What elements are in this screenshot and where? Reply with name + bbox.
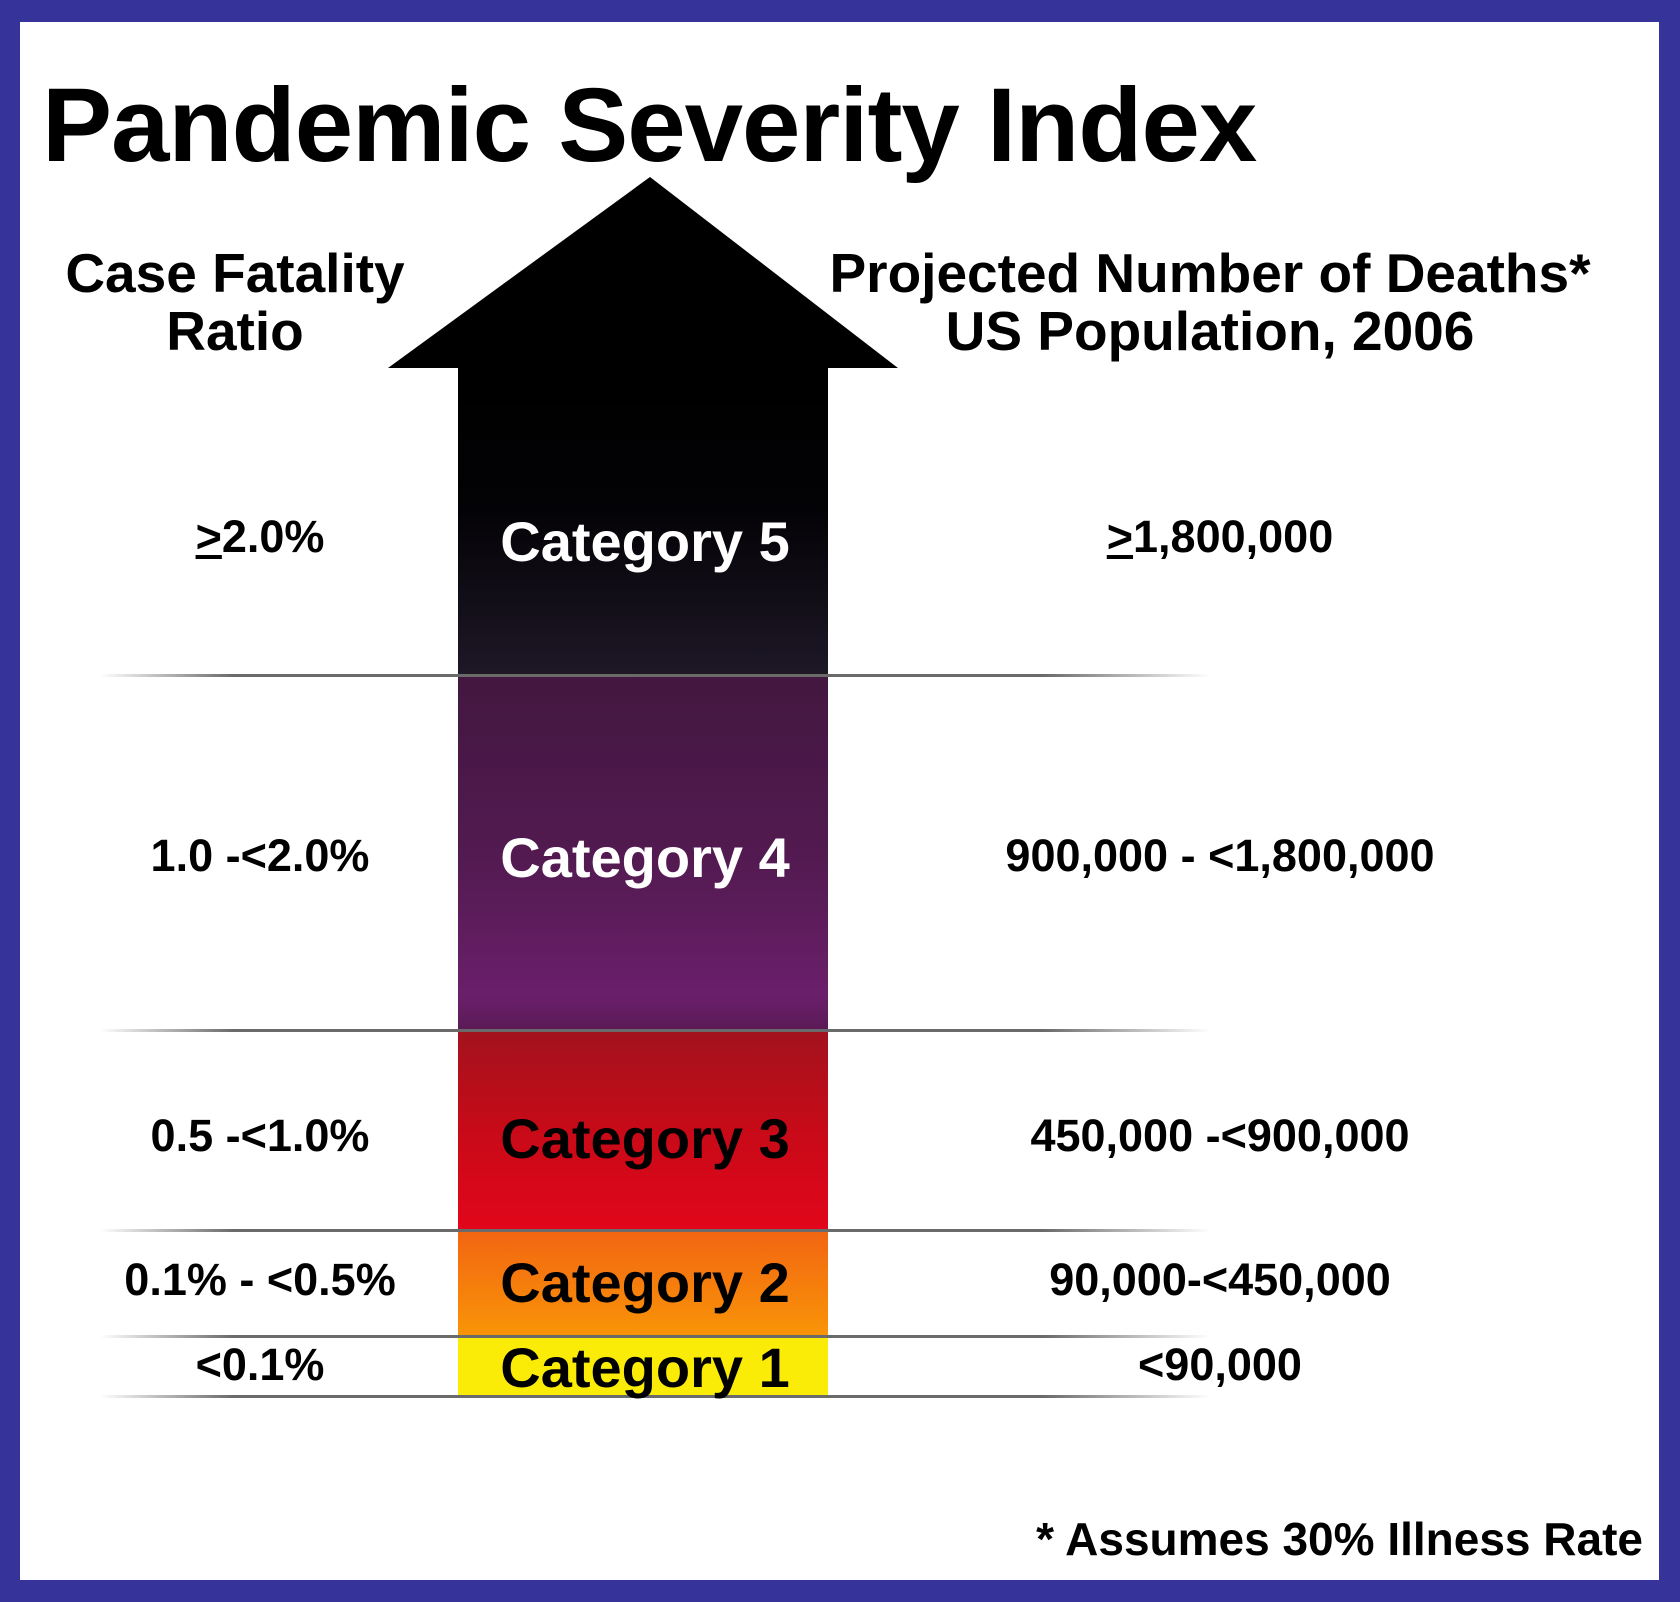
arrow-head	[388, 177, 898, 368]
category-3-segment	[458, 1031, 828, 1231]
deaths-header-line-1: Projected Number of Deaths*	[829, 242, 1591, 304]
divider-3-2	[100, 1229, 1210, 1232]
divider-4-3	[100, 1029, 1210, 1032]
category-2-segment	[458, 1231, 828, 1337]
category-5-segment	[458, 366, 828, 676]
divider-2-1	[100, 1335, 1210, 1338]
greater-equal-symbol: >	[195, 511, 222, 562]
projected-deaths-header: Projected Number of Deaths* US Populatio…	[810, 244, 1610, 360]
category-4-label: Category 4	[500, 826, 790, 889]
deaths-category-4: 900,000 - <1,800,000	[1005, 830, 1435, 881]
category-4-segment	[458, 676, 828, 1031]
cfr-header-line-1: Case Fatality	[65, 242, 405, 304]
cfr-category-3: 0.5 -<1.0%	[150, 1110, 370, 1161]
case-fatality-ratio-header: Case Fatality Ratio	[40, 244, 430, 360]
divider-5-4	[100, 674, 1210, 677]
deaths-category-2: 90,000-<450,000	[1049, 1254, 1391, 1305]
category-5-label: Category 5	[500, 510, 790, 573]
category-2-label: Category 2	[500, 1251, 790, 1314]
cfr-category-4: 1.0 -<2.0%	[150, 830, 370, 881]
cfr-category-1: <0.1%	[195, 1339, 325, 1390]
deaths-header-line-2: US Population, 2006	[945, 300, 1475, 362]
deaths-category-5: >1,800,000	[1106, 511, 1334, 562]
category-1-label: Category 1	[500, 1336, 790, 1399]
diagram-panel: Pandemic Severity Index	[20, 22, 1659, 1580]
cfr-header-line-2: Ratio	[166, 300, 304, 362]
deaths-category-1: <90,000	[1138, 1339, 1302, 1390]
divider-bottom	[100, 1395, 1210, 1398]
cfr-category-2: 0.1% - <0.5%	[124, 1254, 396, 1305]
illness-rate-footnote: * Assumes 30% Illness Rate	[1036, 1513, 1643, 1565]
category-3-label: Category 3	[500, 1107, 790, 1170]
deaths-category-3: 450,000 -<900,000	[1030, 1110, 1410, 1161]
category-1-segment	[458, 1337, 828, 1397]
page-title: Pandemic Severity Index	[42, 67, 1257, 184]
cfr-category-5: >2.0%	[195, 511, 325, 562]
greater-equal-symbol: >	[1106, 511, 1134, 562]
severity-arrow	[388, 177, 898, 1397]
